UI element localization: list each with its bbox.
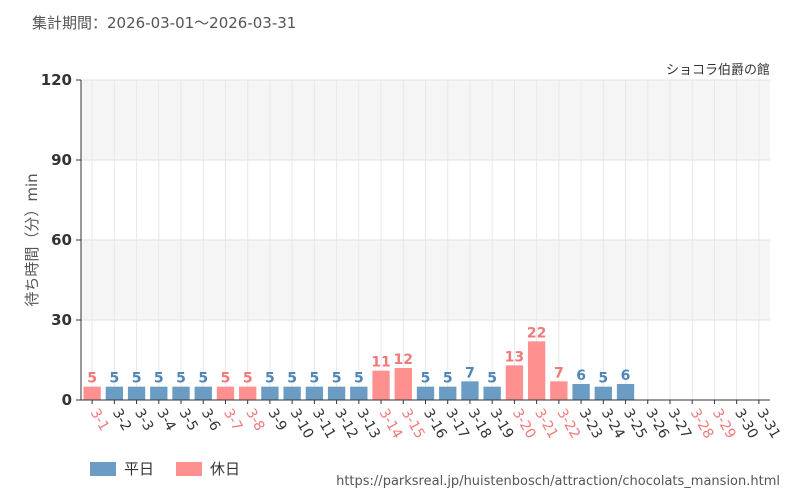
bar xyxy=(327,386,346,400)
legend-item-weekday: 平日 xyxy=(90,458,154,479)
legend-swatch-holiday xyxy=(176,461,203,476)
data-label: 5 xyxy=(154,371,164,387)
data-label: 5 xyxy=(132,371,142,387)
x-tick-label: 3-9 xyxy=(264,406,289,434)
data-label: 7 xyxy=(554,365,564,381)
x-tick-label: 3-4 xyxy=(153,406,178,434)
legend: 平日 休日 xyxy=(90,458,240,479)
data-label: 5 xyxy=(265,371,275,387)
bar xyxy=(616,384,635,400)
y-tick-label: 120 xyxy=(41,71,72,89)
data-label: 5 xyxy=(287,371,297,387)
data-label: 5 xyxy=(243,371,253,387)
data-label: 5 xyxy=(176,371,186,387)
bar xyxy=(372,370,390,400)
bar xyxy=(394,368,412,400)
data-label: 5 xyxy=(598,371,608,387)
data-label: 5 xyxy=(221,371,231,387)
bar xyxy=(416,386,435,400)
bar xyxy=(305,386,324,400)
data-label: 11 xyxy=(371,355,390,371)
x-tick-label: 3-3 xyxy=(131,406,156,434)
data-label: 5 xyxy=(354,371,364,387)
data-label: 5 xyxy=(198,371,208,387)
x-tick-label: 3-2 xyxy=(109,406,134,434)
x-tick-label: 3-8 xyxy=(242,406,267,434)
bar xyxy=(527,341,546,400)
x-tick-label: 3-6 xyxy=(198,406,223,434)
data-label: 5 xyxy=(487,371,497,387)
legend-label-holiday: 休日 xyxy=(210,460,241,478)
bar xyxy=(194,386,212,400)
y-axis-label: 待ち時間（分）min xyxy=(23,173,41,306)
y-tick-labels: 0 30 60 90 120 xyxy=(41,71,81,409)
bar xyxy=(505,365,524,400)
data-label: 5 xyxy=(443,371,453,387)
legend-swatch-weekday xyxy=(90,461,116,476)
data-label: 5 xyxy=(421,371,431,387)
bars xyxy=(83,341,635,400)
legend-label-weekday: 平日 xyxy=(124,460,155,478)
bar xyxy=(483,386,501,400)
bar xyxy=(439,386,457,400)
data-label: 22 xyxy=(527,325,546,341)
bar xyxy=(216,386,235,400)
y-tick-label: 60 xyxy=(51,231,72,249)
y-tick-label: 30 xyxy=(51,311,72,329)
data-label: 12 xyxy=(394,352,413,368)
data-label: 5 xyxy=(87,371,97,387)
data-label: 13 xyxy=(505,349,524,365)
x-tick-label: 3-5 xyxy=(176,406,201,434)
data-label: 5 xyxy=(309,371,319,387)
bar xyxy=(239,386,257,400)
bar xyxy=(350,386,368,400)
bar xyxy=(283,386,301,400)
bar xyxy=(127,386,146,400)
bar xyxy=(261,386,279,400)
bar xyxy=(150,386,168,400)
data-label: 6 xyxy=(621,368,631,384)
y-tick-label: 0 xyxy=(62,391,72,409)
x-tick-label: 3-31 xyxy=(753,406,783,442)
data-label: 5 xyxy=(332,371,342,387)
chart-title: ショコラ伯爵の館 xyxy=(666,63,770,78)
data-label: 6 xyxy=(576,368,586,384)
bar xyxy=(550,381,568,400)
bar xyxy=(594,386,612,400)
x-tick-label: 3-1 xyxy=(87,406,112,434)
bar xyxy=(572,384,590,400)
bar xyxy=(83,386,101,400)
period-label: 集計期間：2026-03-01～2026-03-31 xyxy=(32,14,297,32)
legend-item-holiday: 休日 xyxy=(176,458,240,479)
bar xyxy=(461,381,479,400)
bar xyxy=(105,386,124,400)
x-tick-label: 3-7 xyxy=(220,406,245,434)
source-url: https://parksreal.jp/huistenbosch/attrac… xyxy=(336,474,780,489)
data-label: 7 xyxy=(465,365,475,381)
y-tick-label: 90 xyxy=(51,151,72,169)
bar xyxy=(172,386,190,400)
x-tick-labels: 3-13-23-33-43-53-63-73-83-93-103-113-123… xyxy=(87,400,783,442)
data-label: 5 xyxy=(109,371,119,387)
